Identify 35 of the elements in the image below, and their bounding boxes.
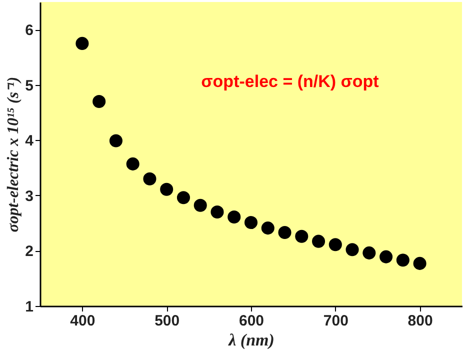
- x-tick-label: 700: [323, 312, 348, 330]
- x-tick-label: 400: [70, 312, 96, 330]
- point: [328, 238, 342, 252]
- point: [126, 157, 140, 170]
- annotation: σopt-elec = (n/K) σopt: [201, 72, 380, 91]
- y-tick-label: 1: [25, 298, 34, 316]
- point: [413, 256, 426, 270]
- y-tick-label: 3: [25, 188, 34, 205]
- y-tick-label: 4: [25, 132, 34, 150]
- point: [76, 36, 89, 50]
- y-tick-label: 2: [25, 243, 34, 260]
- point: [143, 172, 156, 186]
- x-tick-label: 800: [408, 312, 433, 330]
- point: [362, 246, 376, 260]
- y-tick-label: 5: [25, 77, 34, 94]
- point: [261, 222, 274, 235]
- y-tick-label: 6: [25, 22, 34, 40]
- point: [109, 134, 122, 148]
- point: [312, 234, 326, 248]
- y-axis-title: σopt-electric x 10¹⁵ (s⁻¹): [5, 76, 22, 232]
- point: [278, 226, 292, 239]
- point: [396, 254, 410, 267]
- point: [228, 210, 241, 224]
- point: [176, 191, 190, 204]
- point: [244, 216, 258, 230]
- point: [160, 182, 174, 196]
- x-axis-title: λ (nm): [228, 330, 274, 350]
- point: [194, 198, 207, 212]
- point: [380, 250, 393, 264]
- point: [346, 243, 359, 256]
- x-tick-label: 500: [154, 312, 180, 330]
- point: [92, 94, 106, 108]
- point: [210, 206, 224, 219]
- point: [295, 230, 308, 243]
- x-tick-label: 600: [238, 312, 264, 330]
